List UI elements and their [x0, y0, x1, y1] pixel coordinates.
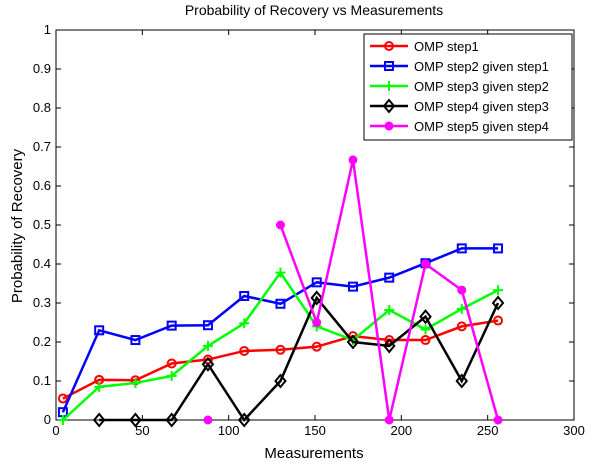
series-4-point — [165, 412, 178, 428]
legend-label: OMP step3 given step2 — [414, 79, 549, 94]
series-2-point — [456, 243, 467, 254]
series-2-point — [130, 335, 141, 346]
series-2-point — [166, 320, 177, 331]
x-tick-label: 50 — [135, 423, 149, 438]
y-axis-label: Probability of Recovery — [9, 148, 26, 303]
legend-swatch-marker — [384, 121, 394, 131]
legend-label: OMP step1 — [414, 39, 479, 54]
x-tick-label: 0 — [52, 423, 59, 438]
x-axis-label: Measurements — [264, 445, 363, 462]
series-5-point — [203, 415, 213, 425]
series-4-point — [129, 412, 142, 428]
series-5-point — [275, 220, 285, 230]
legend-item: OMP step5 given step4 — [370, 119, 549, 134]
y-tick-label: 0.9 — [33, 61, 51, 76]
legend-item: OMP step2 given step1 — [370, 59, 549, 74]
y-tick-label: 0.2 — [33, 334, 51, 349]
series-5-point — [348, 155, 358, 165]
y-tick-label: 0.5 — [33, 217, 51, 232]
series-3-point — [57, 415, 68, 425]
series-4-point — [201, 356, 215, 372]
series-4-point — [419, 309, 432, 325]
legend-swatch-marker — [384, 61, 394, 71]
legend-swatch-marker — [384, 81, 394, 91]
series-5-point — [384, 415, 394, 425]
series-2-point — [347, 281, 358, 292]
series-1-point — [311, 341, 322, 352]
series-2-point — [239, 290, 250, 301]
series-4-point — [237, 412, 251, 428]
series-3-point — [384, 305, 395, 316]
y-tick-label: 0 — [44, 412, 51, 427]
series-3-point — [456, 303, 467, 314]
x-tick-label: 150 — [304, 423, 326, 438]
y-tick-label: 0.6 — [33, 178, 51, 193]
x-tick-label: 250 — [477, 423, 499, 438]
series-4-point — [274, 373, 287, 389]
series-5 — [203, 155, 503, 425]
series-4-point — [491, 295, 505, 311]
series-1-point — [384, 335, 395, 346]
y-tick-label: 1 — [44, 22, 51, 37]
series-4 — [92, 290, 505, 428]
series-3-point — [202, 340, 213, 351]
series-3-point — [239, 318, 250, 329]
legend-item: OMP step4 given step3 — [370, 98, 549, 114]
series-5-point — [493, 415, 503, 425]
legend-label: OMP step4 given step3 — [414, 99, 549, 114]
series-2-point — [202, 320, 213, 331]
y-tick-label: 0.8 — [33, 100, 51, 115]
y-tick-label: 0.3 — [33, 295, 51, 310]
series-5-point — [421, 259, 431, 269]
legend-label: OMP step2 given step1 — [414, 59, 549, 74]
x-tick-label: 300 — [563, 423, 585, 438]
series-1-point — [456, 321, 467, 332]
series-2-point — [493, 243, 504, 254]
series-4-point — [92, 412, 106, 428]
series-1-point — [275, 344, 286, 355]
legend-label: OMP step5 given step4 — [414, 119, 549, 134]
x-tick-label: 200 — [390, 423, 412, 438]
series-3-point — [94, 381, 105, 392]
series-1-point — [420, 335, 431, 346]
chart-title: Probability of Recovery vs Measurements — [185, 2, 443, 18]
series-3-point — [275, 267, 286, 278]
series-3-point — [130, 377, 141, 388]
axis-ticks: 0 50 100 150 200 250 300 0 0.1 0.2 0.3 0.4 0.5 0.6 0.7… — [33, 22, 585, 438]
legend-item: OMP step3 given step2 — [370, 79, 549, 94]
y-tick-label: 0.1 — [33, 373, 51, 388]
series-2-point — [311, 277, 322, 288]
series-1-point — [239, 345, 250, 356]
series-4-point — [346, 334, 360, 350]
series-4-point — [310, 290, 324, 306]
series-1-point — [166, 358, 177, 369]
legend: OMP step1 OMP step2 given step1 OMP step3 … — [363, 33, 573, 141]
series-4-point — [382, 338, 396, 354]
y-tick-label: 0.4 — [33, 256, 51, 271]
legend-swatch-marker — [382, 98, 396, 114]
series-1-point — [57, 393, 68, 404]
series-4-point — [455, 373, 469, 389]
series-layer — [57, 155, 505, 428]
series-1-point — [493, 315, 504, 326]
series-2-point — [275, 298, 286, 309]
series-2-point — [384, 272, 395, 283]
series-3-point — [166, 370, 177, 381]
y-tick-label: 0.7 — [33, 139, 51, 154]
x-tick-label: 100 — [218, 423, 240, 438]
legend-swatch-marker — [384, 41, 394, 51]
series-5-point — [312, 318, 322, 327]
series-2-point — [94, 325, 105, 336]
series-5-point — [457, 285, 467, 295]
series-3-point — [420, 324, 431, 335]
legend-item: OMP step1 — [370, 39, 479, 54]
series-3-point — [493, 285, 504, 296]
